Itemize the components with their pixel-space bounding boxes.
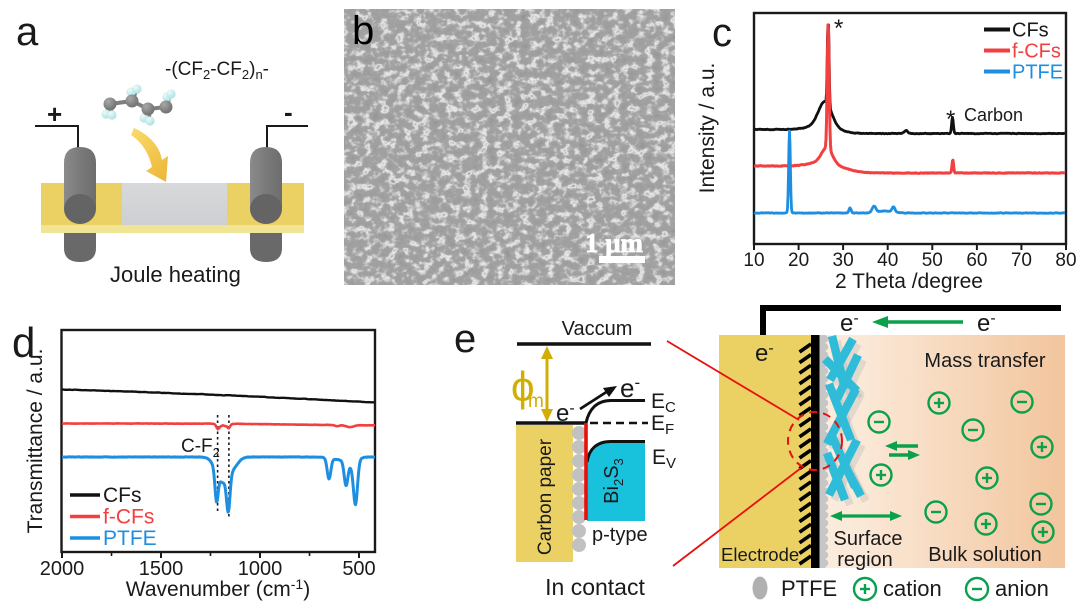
svg-text:20: 20 — [788, 250, 809, 271]
svg-text:50: 50 — [922, 250, 943, 271]
svg-text:*: * — [834, 15, 843, 42]
svg-text:PTFE: PTFE — [1012, 62, 1063, 84]
svg-text:Mass transfer: Mass transfer — [924, 350, 1045, 372]
svg-text:Transmittance / a.u.: Transmittance / a.u. — [24, 349, 47, 534]
svg-text:80: 80 — [1055, 250, 1076, 271]
svg-text:cation: cation — [883, 576, 942, 601]
svg-text:region: region — [837, 549, 893, 571]
svg-text:Wavenumber (cm-1): Wavenumber (cm-1) — [126, 576, 310, 601]
svg-text:CFs: CFs — [1012, 20, 1049, 42]
svg-text:40: 40 — [877, 250, 898, 271]
svg-text:Bulk solution: Bulk solution — [928, 544, 1041, 566]
svg-text:Joule heating: Joule heating — [110, 262, 241, 287]
svg-text:Vaccum: Vaccum — [562, 318, 633, 340]
svg-text:Intensity / a.u.: Intensity / a.u. — [696, 63, 719, 194]
svg-text:+: + — [47, 99, 62, 129]
svg-text:1000: 1000 — [238, 558, 283, 580]
svg-text:Carbon: Carbon — [964, 105, 1023, 125]
svg-text:b: b — [352, 9, 374, 53]
svg-text:CFs: CFs — [103, 484, 142, 507]
svg-text:In contact: In contact — [545, 574, 645, 600]
svg-text:e: e — [454, 317, 476, 361]
svg-text:1 μm: 1 μm — [585, 228, 644, 258]
svg-text:-(CF2-CF2)n-: -(CF2-CF2)n- — [165, 59, 269, 82]
svg-text:ϕ: ϕ — [511, 363, 535, 410]
svg-text:PTFE: PTFE — [103, 527, 157, 550]
svg-text:m: m — [528, 391, 544, 412]
svg-text:-: - — [284, 97, 293, 127]
svg-text:Electrode: Electrode — [721, 544, 799, 565]
svg-text:f-CFs: f-CFs — [103, 506, 154, 529]
svg-text:Surface: Surface — [834, 528, 903, 550]
svg-text:p-type: p-type — [592, 524, 648, 546]
svg-text:2 Theta /degree: 2 Theta /degree — [835, 270, 983, 293]
svg-text:10: 10 — [743, 250, 764, 271]
svg-text:500: 500 — [342, 558, 375, 580]
svg-text:a: a — [16, 10, 39, 54]
svg-text:*: * — [946, 106, 955, 133]
svg-text:30: 30 — [833, 250, 854, 271]
svg-text:70: 70 — [1011, 250, 1032, 271]
svg-text:f-CFs: f-CFs — [1012, 41, 1061, 63]
svg-text:c: c — [712, 11, 732, 55]
svg-text:60: 60 — [966, 250, 987, 271]
svg-text:2000: 2000 — [40, 558, 85, 580]
svg-text:Bi2S3: Bi2S3 — [601, 458, 626, 504]
svg-text:PTFE: PTFE — [781, 576, 837, 601]
svg-text:d: d — [12, 319, 35, 366]
svg-text:anion: anion — [995, 576, 1049, 601]
svg-text:1500: 1500 — [139, 558, 184, 580]
svg-text:Carbon paper: Carbon paper — [535, 438, 556, 555]
